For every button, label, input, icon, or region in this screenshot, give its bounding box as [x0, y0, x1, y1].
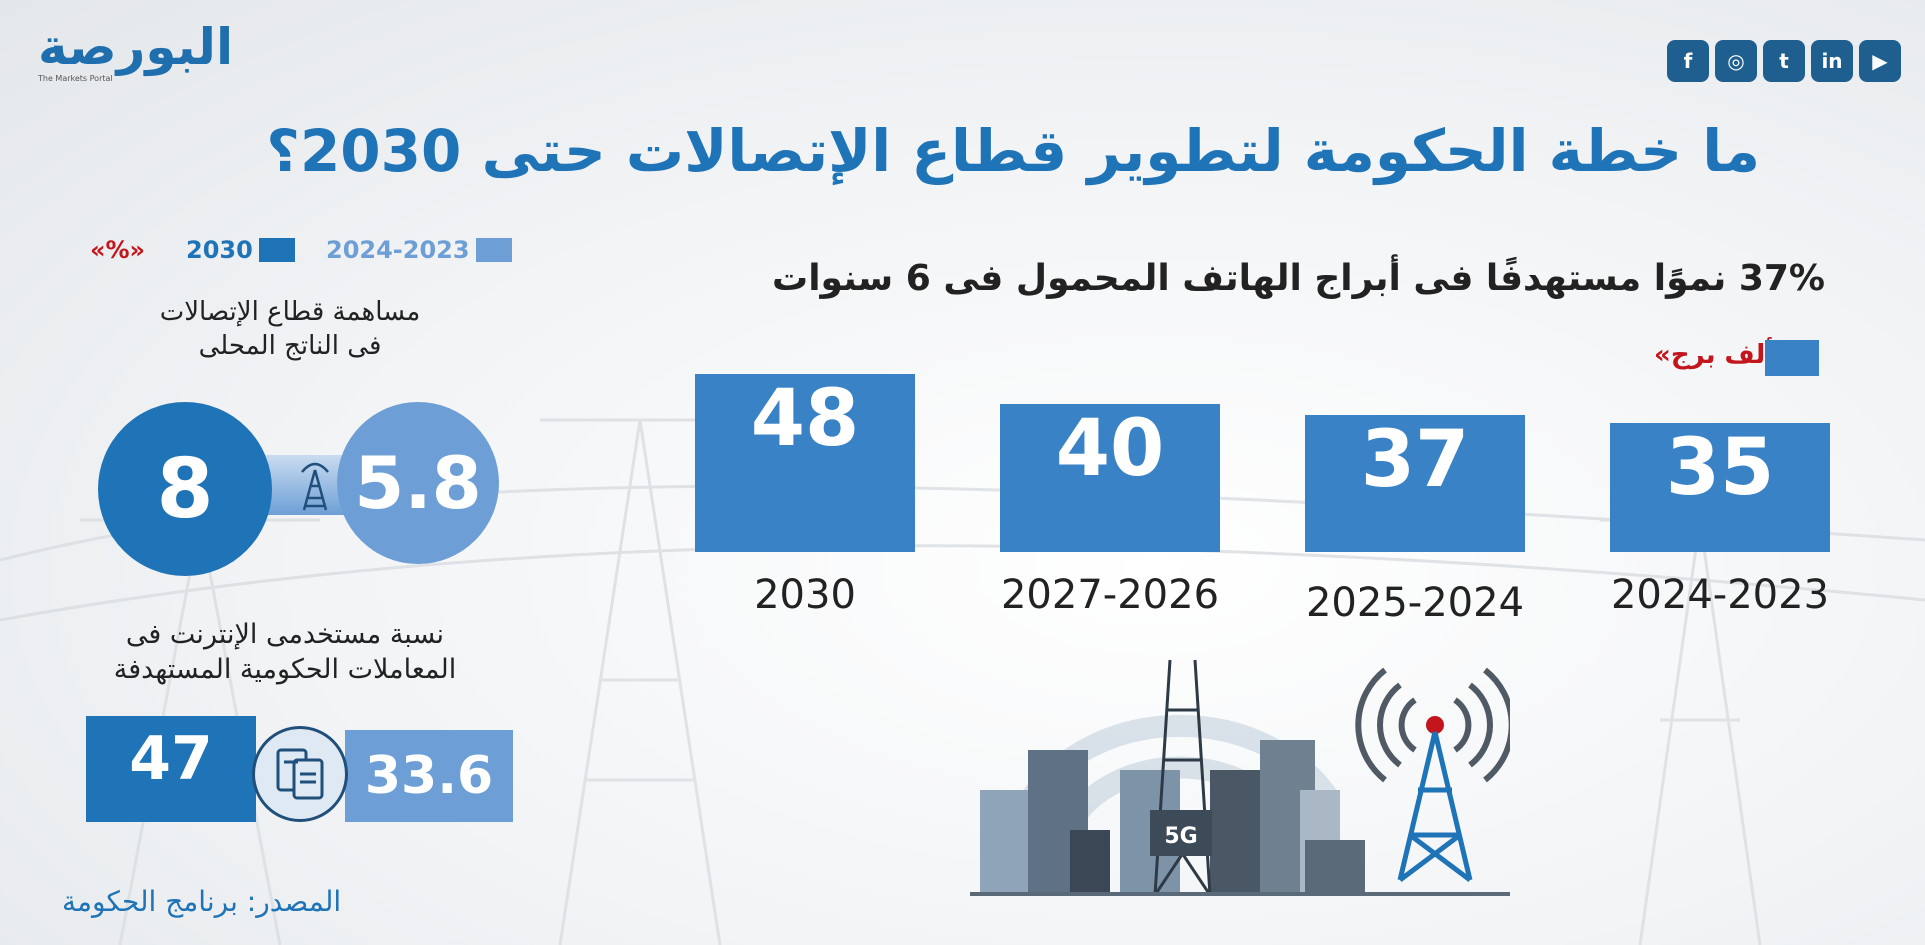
logo-text: البورصة — [38, 18, 234, 76]
instagram-icon[interactable]: ◎ — [1715, 40, 1757, 82]
bar-value-label: 35 — [1665, 422, 1775, 513]
gdp-circle-2030: 8 — [98, 402, 272, 576]
bar-2025-2024: 37 — [1305, 415, 1525, 552]
legend-unit-percent: «%» — [90, 236, 146, 264]
bar-value-label: 40 — [1055, 404, 1165, 494]
internet-label-line2: المعاملات الحكومية المستهدفة — [113, 653, 457, 685]
svg-text:5G: 5G — [1164, 824, 1197, 849]
internet-label: نسبة مستخدمى الإنترنت فى المعاملات الحكو… — [60, 618, 510, 687]
x-tick-label: 2025-2024 — [1305, 580, 1525, 626]
page-title: ما خطة الحكومة لتطوير قطاع الإتصالات حتى… — [266, 117, 1760, 185]
document-exchange-icon — [252, 726, 348, 822]
legend-left: «%» 2030 2024-2023 — [80, 236, 512, 266]
bar-value-label: 48 — [750, 374, 860, 465]
linkedin-icon[interactable]: in — [1811, 40, 1853, 82]
legend-2030-label: 2030 — [186, 236, 253, 264]
bar-2027-2026: 40 — [1000, 404, 1220, 552]
source-note: المصدر: برنامج الحكومة — [62, 885, 342, 918]
internet-label-line1: نسبة مستخدمى الإنترنت فى — [125, 619, 445, 650]
bar-2030: 48 — [695, 374, 915, 552]
bar-2024-2023: 35 — [1610, 422, 1830, 552]
x-tick-label: 2024-2023 — [1610, 572, 1830, 618]
gdp-label-line1: مساهمة قطاع الإتصالات — [159, 297, 421, 327]
x-tick-label: 2030 — [754, 572, 856, 618]
legend-2023: 2024-2023 — [326, 236, 512, 264]
legend-2030: 2030 — [186, 236, 295, 264]
logo-tagline: The Markets Portal — [38, 74, 113, 83]
bar-value-label: 37 — [1360, 415, 1470, 506]
tower-icon — [301, 462, 329, 511]
gdp-circle-2023: 5.8 — [337, 402, 499, 564]
facebook-icon[interactable]: f — [1667, 40, 1709, 82]
legend-2023-label: 2024-2023 — [326, 236, 470, 264]
social-icons: f ◎ t in ▶ — [1667, 40, 1901, 82]
logo: البورصة The Markets Portal — [38, 18, 234, 83]
x-tick-label: 2027-2026 — [1000, 572, 1220, 618]
chart-unit-swatch — [1765, 340, 1819, 376]
internet-box-2023: 33.6 — [345, 730, 513, 822]
legend-2030-swatch — [258, 238, 295, 262]
youtube-icon[interactable]: ▶ — [1859, 40, 1901, 82]
chart-title: 37% نموًا مستهدفًا فى أبراج الهاتف المحم… — [772, 258, 1825, 299]
gdp-label: مساهمة قطاع الإتصالات فى الناتج المحلى — [70, 296, 510, 364]
twitter-icon[interactable]: t — [1763, 40, 1805, 82]
internet-box-2030: 47 — [86, 716, 256, 822]
gdp-label-line2: فى الناتج المحلى — [198, 330, 382, 361]
5g-city-illustration: 5G — [970, 659, 1510, 896]
legend-2023-swatch — [475, 238, 512, 262]
